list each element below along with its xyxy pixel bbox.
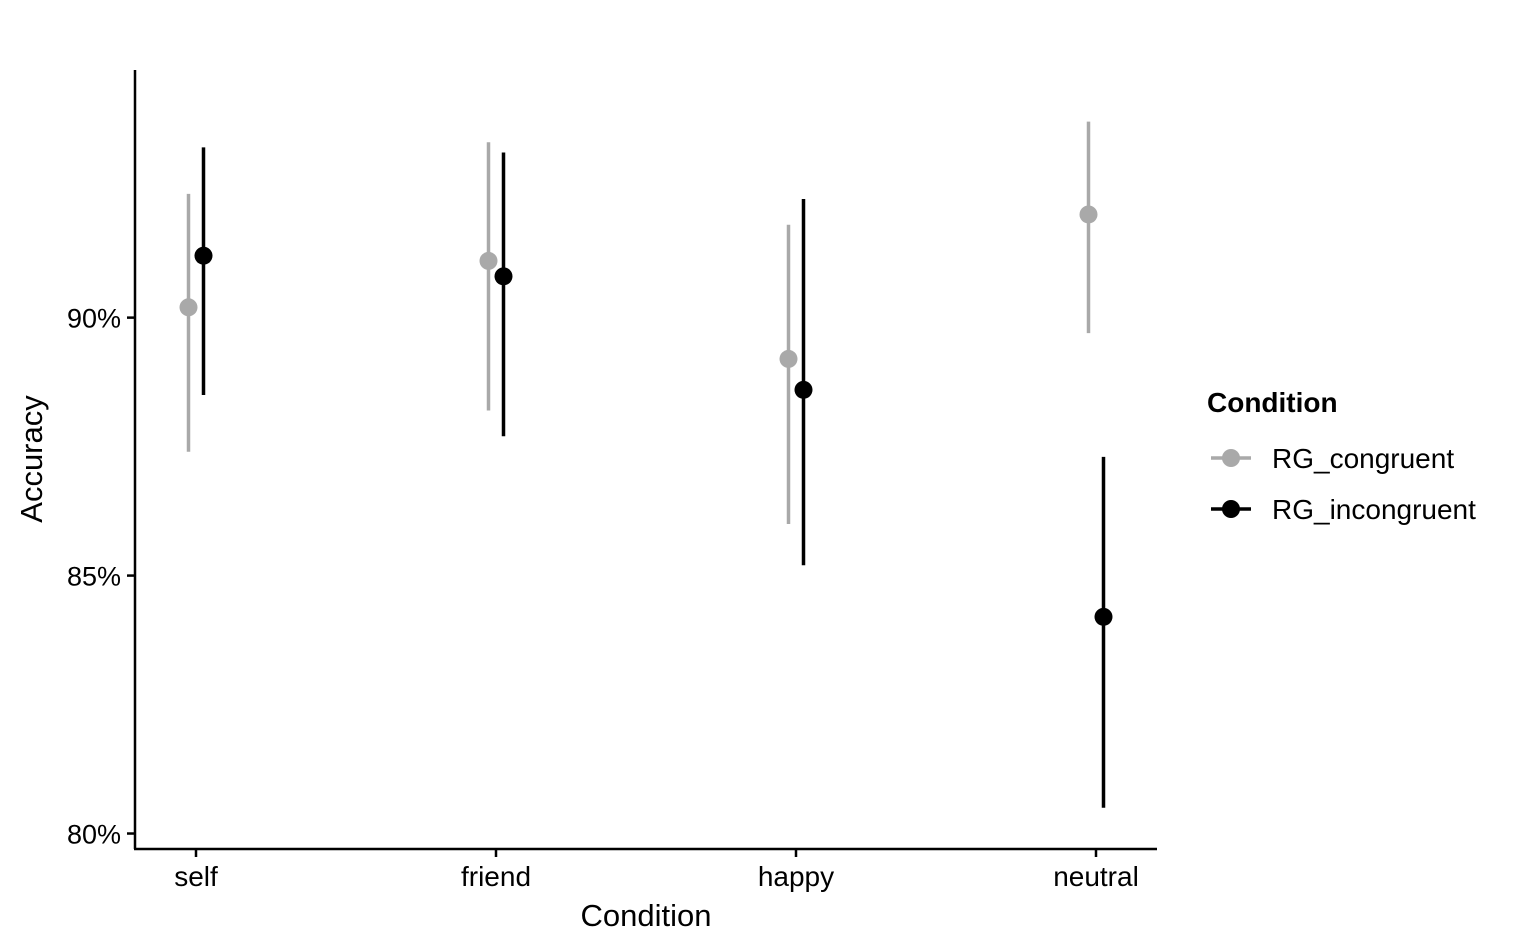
x-tick-label: neutral (1053, 861, 1139, 892)
data-point (1079, 205, 1098, 224)
data-point (479, 251, 498, 270)
series-layer (179, 121, 1113, 808)
legend-title: Condition (1207, 387, 1338, 418)
data-point (194, 246, 213, 265)
data-point (179, 298, 198, 317)
y-axis-title: Accuracy (14, 395, 49, 523)
legend-label: RG_incongruent (1272, 494, 1476, 525)
data-point (794, 380, 813, 399)
y-tick-label: 80% (67, 820, 121, 850)
legend: Condition RG_congruent RG_incongruent (1207, 387, 1476, 525)
x-ticks: self friend happy neutral (174, 849, 1139, 892)
legend-label: RG_congruent (1272, 443, 1454, 474)
series-RG_incongruent (194, 147, 1113, 808)
y-tick-label: 90% (67, 304, 121, 334)
y-tick-label: 85% (67, 562, 121, 592)
y-ticks: 80% 85% 90% (67, 304, 135, 850)
data-point (779, 349, 798, 368)
series-RG_congruent (179, 121, 1098, 524)
x-axis-title: Condition (581, 898, 712, 933)
legend-item: RG_incongruent (1211, 494, 1476, 525)
legend-key-point (1222, 449, 1240, 467)
data-point (1094, 607, 1113, 626)
x-tick-label: happy (758, 861, 834, 892)
legend-key-point (1222, 500, 1240, 518)
x-tick-label: friend (461, 861, 531, 892)
x-tick-label: self (174, 861, 218, 892)
legend-item: RG_congruent (1211, 443, 1454, 474)
data-point (494, 267, 513, 286)
